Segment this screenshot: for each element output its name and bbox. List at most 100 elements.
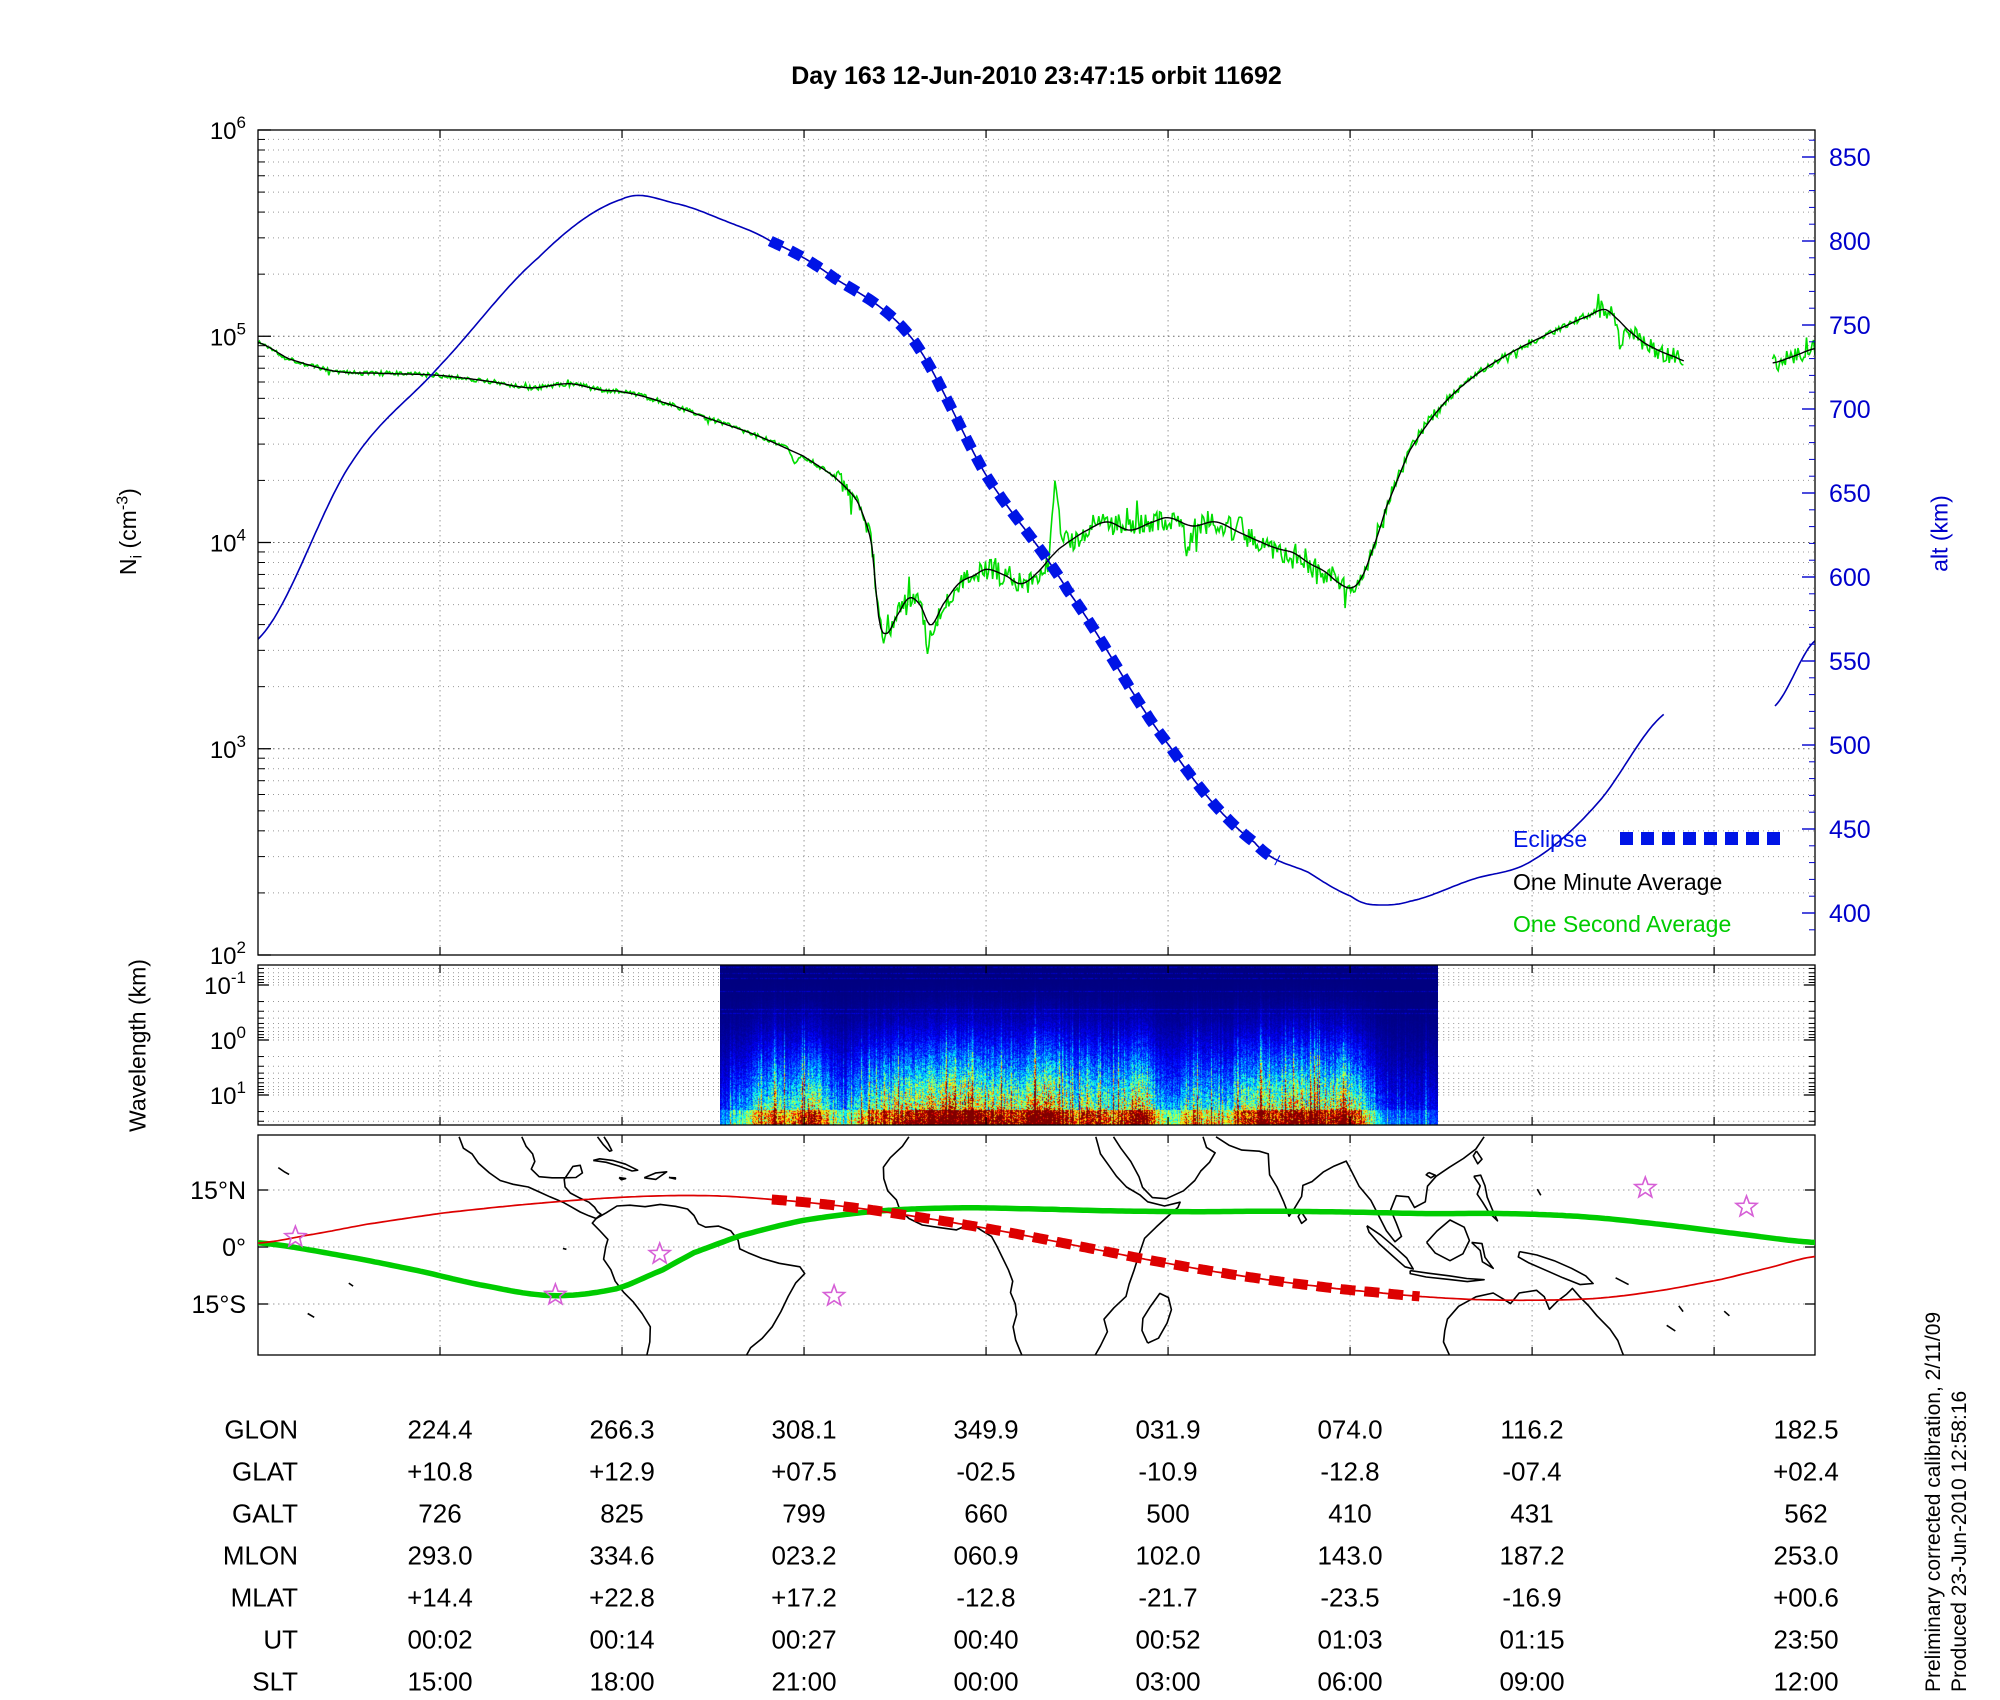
table-cell-glat-4: -02.5 xyxy=(956,1456,1016,1487)
table-row-label-ut: UT xyxy=(263,1624,298,1655)
page-title: Day 163 12-Jun-2010 23:47:15 orbit 11692 xyxy=(791,62,1282,90)
table-cell-glat-6: -12.8 xyxy=(1320,1456,1380,1487)
legend-eclipse-label: Eclipse xyxy=(1513,826,1588,852)
coastline xyxy=(668,1176,677,1180)
table-cell-mlat-2: +22.8 xyxy=(589,1582,655,1613)
table-cell-mlon-8: 253.0 xyxy=(1773,1540,1839,1571)
coastline xyxy=(1615,1277,1629,1286)
coastline xyxy=(348,1282,354,1287)
coastline xyxy=(1471,1241,1494,1270)
table-cell-slt-7: 09:00 xyxy=(1499,1666,1565,1697)
legend-one-second-label: One Second Average xyxy=(1513,911,1732,937)
ground-station-star xyxy=(1632,1174,1658,1199)
coastline xyxy=(1472,1150,1483,1165)
alt-tick-label: 400 xyxy=(1829,900,1871,928)
alt-tick-label: 650 xyxy=(1829,480,1871,508)
coastline xyxy=(1723,1310,1730,1317)
wavelength-tick-label: 10-1 xyxy=(204,968,246,1000)
table-cell-mlon-6: 143.0 xyxy=(1317,1540,1383,1571)
table-cell-mlon-4: 060.9 xyxy=(953,1540,1019,1571)
table-cell-slt-6: 06:00 xyxy=(1317,1666,1383,1697)
coastline xyxy=(1409,1269,1485,1283)
coastline xyxy=(1297,1211,1308,1225)
table-cell-galt-5: 500 xyxy=(1146,1498,1190,1529)
ni-tick-label: 105 xyxy=(210,319,246,351)
ni-one-minute-curve xyxy=(258,308,1815,635)
table-cell-galt-1: 726 xyxy=(418,1498,462,1529)
calibration-note: Preliminary corrected calibration, 2/11/… xyxy=(1922,1311,1945,1692)
table-row-label-mlon: MLON xyxy=(222,1540,298,1571)
table-cell-galt-4: 660 xyxy=(964,1498,1008,1529)
coastline xyxy=(277,1166,290,1176)
eclipse-segment xyxy=(767,236,1281,866)
coastline xyxy=(1366,1225,1414,1270)
table-cell-glon-6: 074.0 xyxy=(1317,1414,1383,1445)
table-cell-slt-5: 03:00 xyxy=(1135,1666,1201,1697)
eclipse-ground-track xyxy=(771,1194,1420,1302)
coastline xyxy=(562,1247,567,1251)
table-cell-slt-8: 12:00 xyxy=(1773,1666,1839,1697)
table-cell-ut-2: 00:14 xyxy=(589,1624,655,1655)
table-cell-ut-6: 01:03 xyxy=(1317,1624,1383,1655)
table-cell-mlon-2: 334.6 xyxy=(589,1540,655,1571)
table-row-label-slt: SLT xyxy=(252,1666,298,1697)
table-cell-mlat-1: +14.4 xyxy=(407,1582,473,1613)
produced-note: Produced 23-Jun-2010 12:58:16 xyxy=(1948,1390,1971,1692)
coastline xyxy=(596,1136,613,1152)
table-cell-glon-8: 182.5 xyxy=(1773,1414,1839,1445)
table-cell-glon-4: 349.9 xyxy=(953,1414,1019,1445)
table-cell-glat-8: +02.4 xyxy=(1773,1456,1839,1487)
top-plot-curves xyxy=(258,194,1815,906)
table-cell-mlon-1: 293.0 xyxy=(407,1540,473,1571)
coastline xyxy=(458,1136,602,1220)
magnetic-equator-line xyxy=(258,1205,1815,1299)
table-row-label-mlat: MLAT xyxy=(230,1582,298,1613)
table-cell-mlat-5: -21.7 xyxy=(1138,1582,1198,1613)
coastline xyxy=(1425,1219,1471,1262)
table-row-label-glon: GLON xyxy=(224,1414,298,1445)
wavelength-spectrogram-heatmap xyxy=(720,965,1438,1125)
ground-station-star xyxy=(821,1282,847,1307)
table-row-label-glat: GLAT xyxy=(232,1456,298,1487)
ground-station-star xyxy=(542,1281,568,1306)
coastline xyxy=(591,1203,806,1355)
ground-station-star xyxy=(282,1223,308,1248)
coastline xyxy=(1094,1136,1181,1355)
table-cell-slt-4: 00:00 xyxy=(953,1666,1019,1697)
table-cell-glon-1: 224.4 xyxy=(407,1414,473,1445)
table-cell-mlat-8: +00.6 xyxy=(1773,1582,1839,1613)
alt-tick-label: 450 xyxy=(1829,816,1871,844)
table-row-label-galt: GALT xyxy=(232,1498,298,1529)
table-cell-galt-7: 431 xyxy=(1510,1498,1554,1529)
table-cell-mlon-5: 102.0 xyxy=(1135,1540,1201,1571)
table-cell-ut-1: 00:02 xyxy=(407,1624,473,1655)
legend-eclipse-dash-swatch xyxy=(1620,832,1780,845)
coastline xyxy=(1425,1171,1437,1179)
coastline xyxy=(1215,1136,1485,1243)
table-cell-galt-2: 825 xyxy=(600,1498,644,1529)
coastline xyxy=(1141,1292,1173,1344)
table-cell-glon-3: 308.1 xyxy=(771,1414,837,1445)
alt-tick-label: 550 xyxy=(1829,648,1871,676)
table-cell-ut-3: 00:27 xyxy=(771,1624,837,1655)
alt-tick-label: 750 xyxy=(1829,312,1871,340)
mid-plot-frame xyxy=(257,964,1816,1126)
map-lat-tick-label: 15°N xyxy=(190,1177,246,1205)
table-cell-glon-2: 266.3 xyxy=(589,1414,655,1445)
coastline xyxy=(1678,1305,1684,1313)
alt-tick-label: 700 xyxy=(1829,396,1871,424)
table-cell-mlat-6: -23.5 xyxy=(1320,1582,1380,1613)
table-cell-ut-8: 23:50 xyxy=(1773,1624,1839,1655)
table-cell-ut-7: 01:15 xyxy=(1499,1624,1565,1655)
coastline xyxy=(618,1176,627,1181)
table-cell-galt-8: 562 xyxy=(1784,1498,1828,1529)
coastline xyxy=(1442,1287,1625,1355)
alt-tick-label: 850 xyxy=(1829,144,1871,172)
table-cell-glon-5: 031.9 xyxy=(1135,1414,1201,1445)
table-cell-mlon-3: 023.2 xyxy=(771,1540,837,1571)
mid-plot-grid xyxy=(258,965,1815,1125)
table-cell-mlat-3: +17.2 xyxy=(771,1582,837,1613)
table-cell-glat-1: +10.8 xyxy=(407,1456,473,1487)
table-cell-slt-3: 21:00 xyxy=(771,1666,837,1697)
